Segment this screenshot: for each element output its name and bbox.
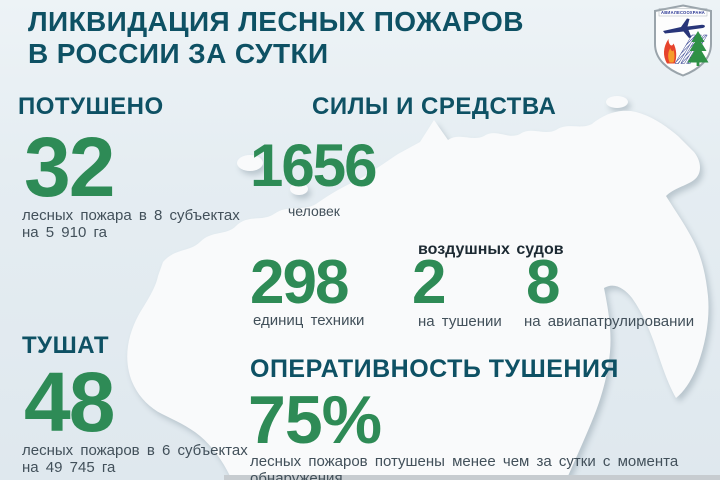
aircraft-fighting-label: на тушении — [418, 313, 502, 330]
page-title: ЛИКВИДАЦИЯ ЛЕСНЫХ ПОЖАРОВ В РОССИИ ЗА СУ… — [28, 6, 524, 70]
aircraft-patrol-label: на авиапатрулировании — [524, 313, 695, 330]
equipment-label: единиц техники — [253, 312, 365, 329]
people-count: 1656 — [250, 132, 377, 199]
bottom-shadow-bar — [224, 475, 720, 480]
efficiency-description: лесных пожаров потушены менее чем за сут… — [250, 453, 679, 480]
efficiency-percent: 75% — [248, 382, 382, 458]
active-fires-header: ТУШАТ — [22, 332, 110, 359]
forces-header: СИЛЫ И СРЕДСТВА — [312, 93, 557, 120]
active-fires-description: лесных пожаров в 6 субъектах на 49 745 г… — [22, 442, 248, 476]
active-fires-desc-line2: на 49 745 га — [22, 459, 116, 476]
logo-tree-icon — [687, 31, 709, 66]
extinguished-desc-line2: на 5 910 га — [22, 224, 107, 241]
aircraft-patrol-count: 8 — [526, 248, 561, 317]
avialesookhrana-logo: АВИАЛЕСООХРАНА — [654, 4, 712, 77]
extinguished-desc-line1: лесных пожара в 8 субъектах — [22, 207, 240, 224]
extinguished-description: лесных пожара в 8 субъектах на 5 910 га — [22, 207, 240, 241]
page-title-line1: ЛИКВИДАЦИЯ ЛЕСНЫХ ПОЖАРОВ — [28, 6, 524, 37]
equipment-count: 298 — [250, 248, 349, 317]
logo-flame-inner — [668, 48, 675, 63]
aircraft-fighting-count: 2 — [412, 248, 447, 317]
aircraft-header: воздушных судов — [418, 241, 564, 258]
extinguished-header: ПОТУШЕНО — [18, 93, 164, 120]
extinguished-count: 32 — [24, 120, 115, 214]
page-title-line2: В РОССИИ ЗА СУТКИ — [28, 38, 329, 69]
logo-airplane-icon — [663, 18, 705, 38]
efficiency-header: ОПЕРАТИВНОСТЬ ТУШЕНИЯ — [250, 355, 619, 383]
people-label: человек — [288, 203, 340, 219]
active-fires-count: 48 — [24, 355, 115, 449]
active-fires-desc-line1: лесных пожаров в 6 субъектах — [22, 442, 248, 459]
logo-label: АВИАЛЕСООХРАНА — [661, 10, 705, 15]
